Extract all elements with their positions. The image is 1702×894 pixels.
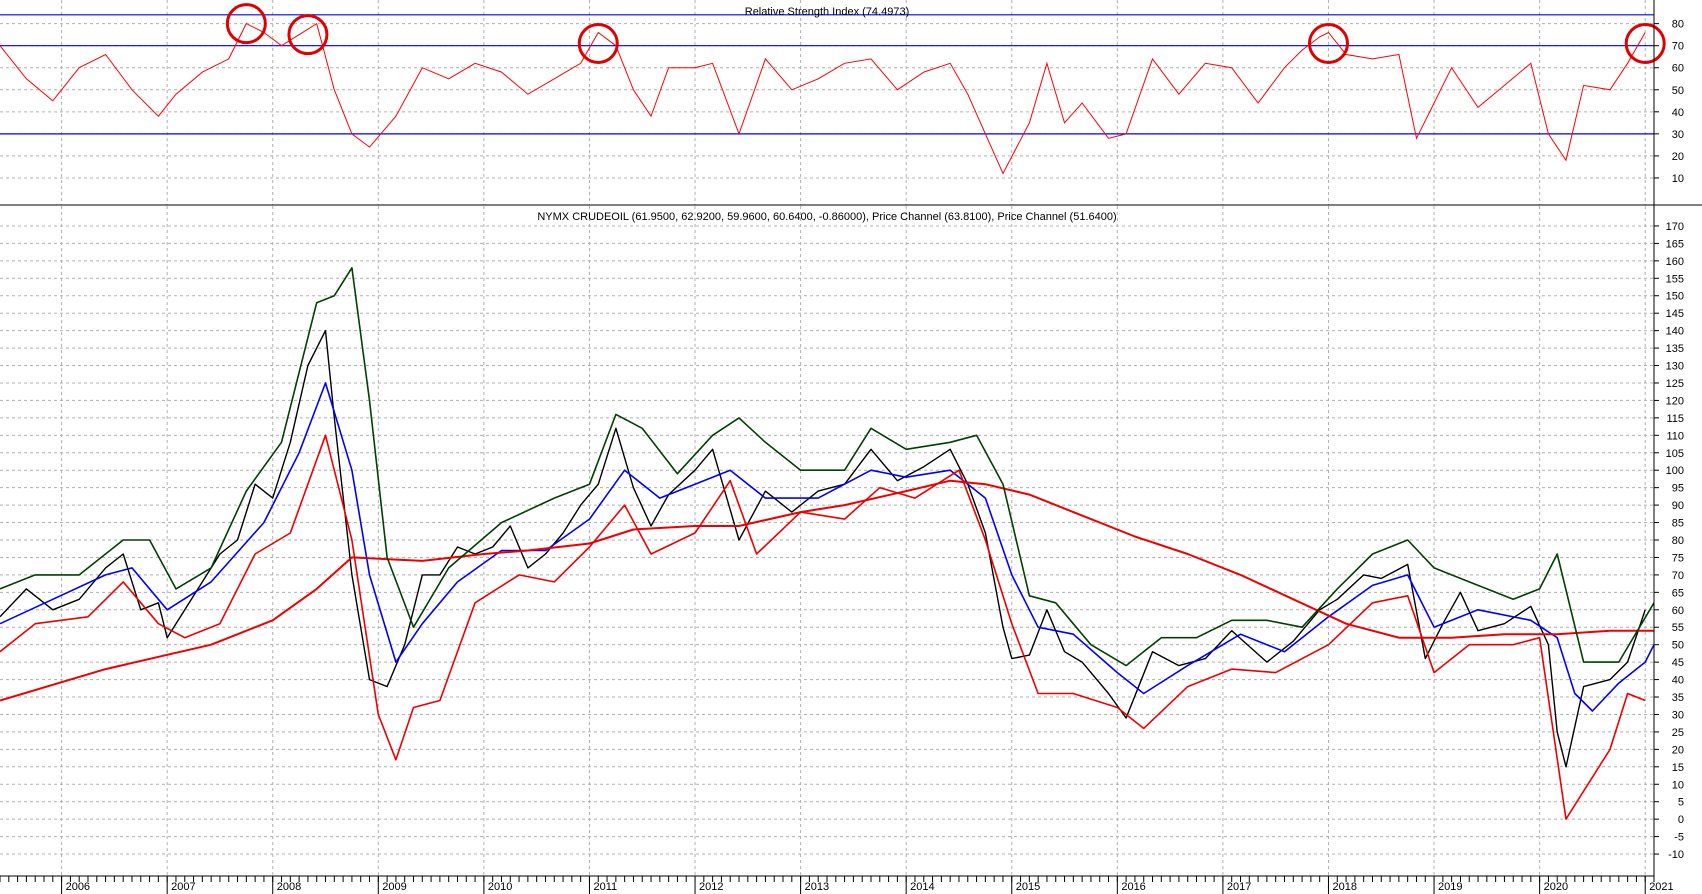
rsi-y-tick-label: 50 [1672, 85, 1684, 97]
x-tick-label: 2013 [805, 881, 829, 893]
price-grid [0, 206, 1654, 876]
price-y-tick-label: 80 [1672, 535, 1684, 547]
rsi-y-tick-label: 40 [1672, 107, 1684, 119]
price-y-tick-label: 15 [1672, 762, 1684, 774]
price-y-axis: 1701651601551501451401351301251201151101… [1654, 221, 1684, 861]
price-panel: NYMX CRUDEOIL (61.9500, 62.9200, 59.9600… [0, 206, 1684, 876]
price-y-tick-label: 140 [1666, 326, 1684, 338]
price-y-tick-label: 45 [1672, 657, 1684, 669]
price-y-tick-label: 100 [1666, 465, 1684, 477]
price-y-tick-label: 150 [1666, 291, 1684, 303]
rsi-highlight-circle [287, 14, 329, 56]
price-y-tick-label: 65 [1672, 587, 1684, 599]
price-y-tick-label: -5 [1674, 832, 1684, 844]
rsi-y-tick-label: 30 [1672, 129, 1684, 141]
moving-average-long-line [0, 479, 1654, 702]
x-tick-label: 2008 [277, 881, 301, 893]
rsi-y-tick-label: 60 [1672, 63, 1684, 75]
x-tick-label: 2009 [382, 881, 406, 893]
rsi-line [0, 22, 1646, 175]
price-y-tick-label: 75 [1672, 552, 1684, 564]
rsi-highlight-circle [1624, 22, 1666, 64]
channel-lower-line [0, 434, 1646, 820]
rsi-annotations [225, 3, 1666, 64]
price-y-tick-label: 0 [1678, 814, 1684, 826]
rsi-y-tick-label: 20 [1672, 151, 1684, 163]
price-y-tick-label: 130 [1666, 361, 1684, 373]
x-tick-label: 2014 [910, 881, 934, 893]
price-y-tick-label: 40 [1672, 675, 1684, 687]
rsi-panel: Relative Strength Index (74.4973) 80 70 60… [0, 0, 1684, 205]
x-tick-label: 2020 [1544, 881, 1568, 893]
price-y-tick-label: -10 [1668, 849, 1684, 861]
price-y-tick-label: 145 [1666, 308, 1684, 320]
price-y-tick-label: 125 [1666, 378, 1684, 390]
price-y-tick-label: 35 [1672, 692, 1684, 704]
price-y-tick-label: 160 [1666, 256, 1684, 268]
rsi-y-tick-label: 10 [1672, 173, 1684, 185]
rsi-y-tick-label: 70 [1672, 41, 1684, 53]
x-tick-label: 2010 [488, 881, 512, 893]
x-tick-label: 2007 [171, 881, 195, 893]
rsi-plot-area [0, 0, 1654, 205]
x-axis: 2006 2007 2008 2009 2010 2011 2012 2013 2014 2015… [0, 876, 1674, 894]
price-y-tick-label: 5 [1678, 797, 1684, 809]
price-y-tick-label: 60 [1672, 605, 1684, 617]
price-plot-area [0, 206, 1654, 868]
price-title: NYMX CRUDEOIL (61.9500, 62.9200, 59.9600… [537, 211, 1116, 223]
price-series [0, 267, 1655, 820]
price-y-tick-label: 70 [1672, 570, 1684, 582]
rsi-highlight-circle [225, 3, 267, 45]
rsi-level-lines [0, 14, 1654, 135]
price-line [0, 329, 1646, 768]
x-tick-label: 2011 [593, 881, 617, 893]
x-tick-label: 2012 [699, 881, 723, 893]
price-y-tick-label: 30 [1672, 709, 1684, 721]
price-y-tick-label: 115 [1666, 413, 1684, 425]
price-y-tick-label: 120 [1666, 395, 1684, 407]
price-y-tick-label: 165 [1666, 238, 1684, 250]
x-tick-label: 2019 [1438, 881, 1462, 893]
channel-upper-line [0, 267, 1655, 667]
price-y-tick-label: 10 [1672, 779, 1684, 791]
x-tick-label: 2015 [1016, 881, 1040, 893]
price-y-tick-label: 55 [1672, 622, 1684, 634]
price-y-tick-label: 90 [1672, 500, 1684, 512]
x-tick-label: 2016 [1121, 881, 1145, 893]
price-y-tick-label: 95 [1672, 483, 1684, 495]
price-y-tick-label: 110 [1666, 430, 1684, 442]
price-y-tick-label: 25 [1672, 727, 1684, 739]
price-y-tick-label: 50 [1672, 640, 1684, 652]
rsi-y-tick-label: 80 [1672, 19, 1684, 31]
rsi-title: Relative Strength Index (74.4973) [745, 6, 910, 18]
price-y-tick-label: 170 [1666, 221, 1684, 233]
price-y-tick-label: 155 [1666, 273, 1684, 285]
x-tick-label: 2021 [1649, 881, 1673, 893]
rsi-grid [0, 0, 1654, 205]
price-y-tick-label: 20 [1672, 744, 1684, 756]
price-y-tick-label: 105 [1666, 448, 1684, 460]
x-tick-label: 2006 [66, 881, 90, 893]
rsi-highlight-circle [1307, 22, 1349, 64]
rsi-y-axis: 80 70 60 50 40 30 20 10 [1654, 19, 1684, 185]
rsi-highlight-circle [577, 22, 619, 64]
price-y-tick-label: 85 [1672, 518, 1684, 530]
moving-average-short-line [0, 382, 1655, 712]
x-tick-label: 2018 [1332, 881, 1356, 893]
x-tick-label: 2017 [1227, 881, 1251, 893]
price-y-tick-label: 135 [1666, 343, 1684, 355]
rsi-series [0, 22, 1646, 175]
